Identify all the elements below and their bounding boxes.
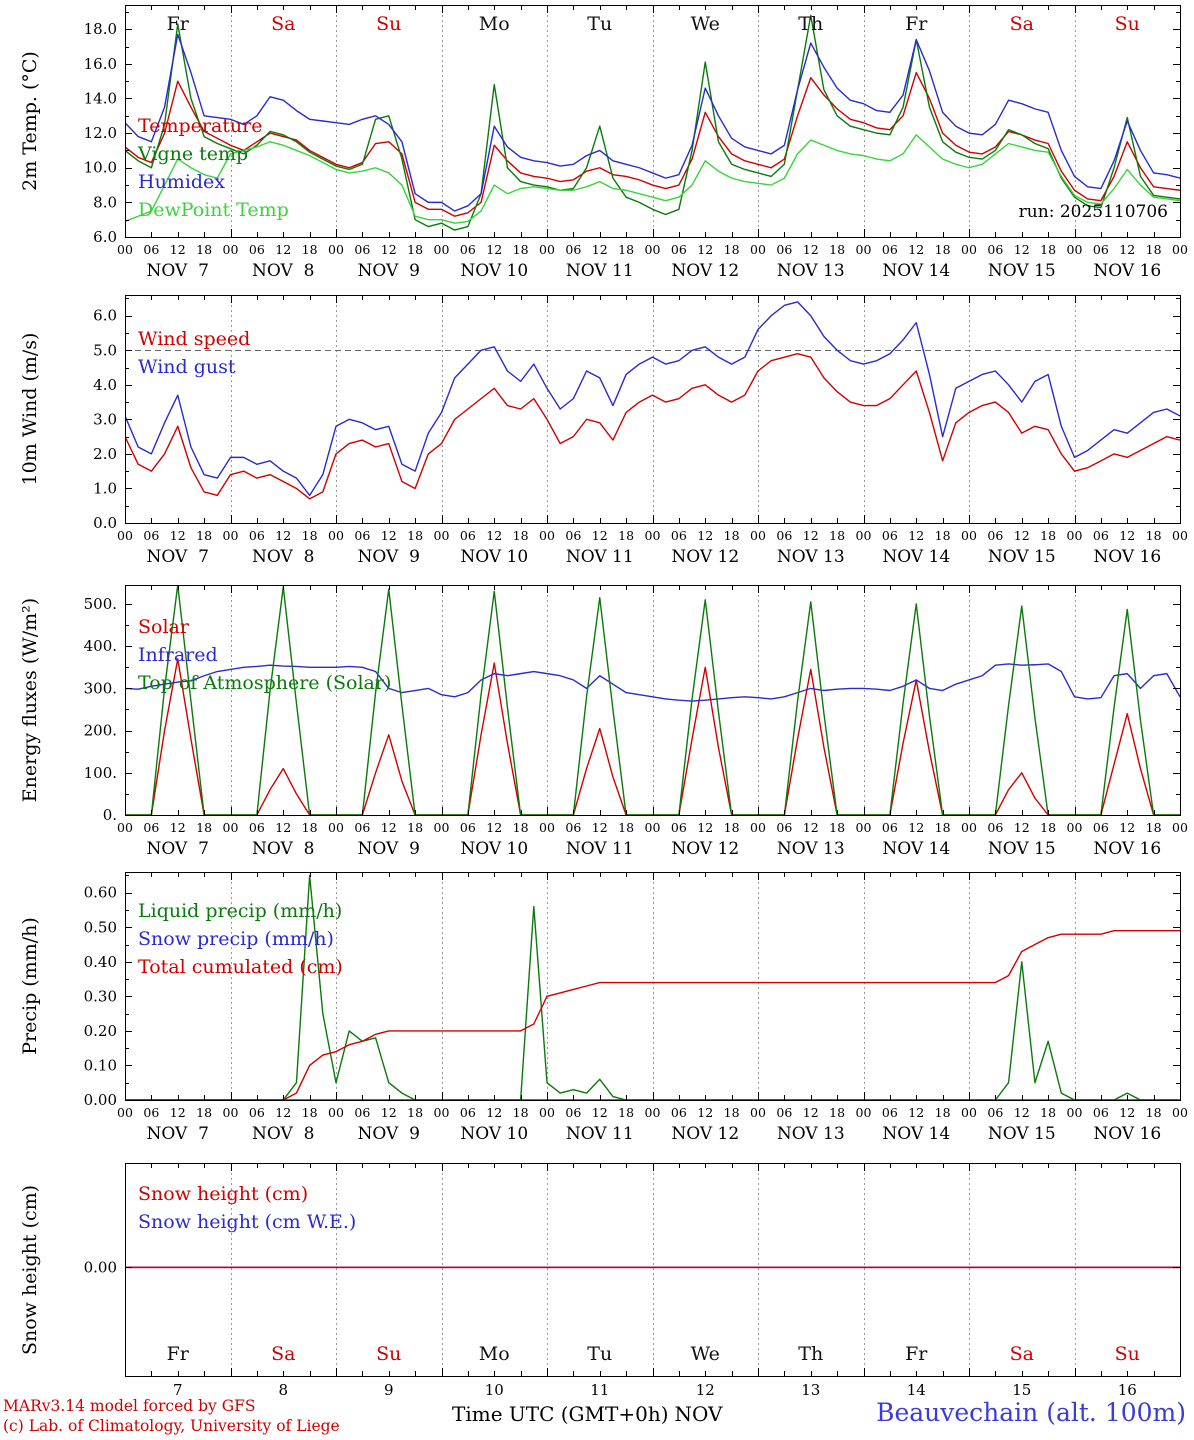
time-axis-caption: Time UTC (GMT+0h) NOV [452, 1402, 723, 1426]
legend-item-snow-precip: Snow precip (mm/h) [138, 928, 334, 950]
legend-item-wind-gust: Wind gust [138, 356, 236, 378]
axis-title-wind: 10m Wind (m/s) [19, 332, 41, 486]
legend-item-temperature: Temperature [138, 115, 263, 137]
legend-item-vigne-temp: Vigne temp [138, 143, 249, 165]
legend-item-snow-height-we: Snow height (cm W.E.) [138, 1211, 357, 1233]
legend-item-liquid-precip: Liquid precip (mm/h) [138, 900, 343, 922]
legend-item-solar: Solar [138, 616, 189, 638]
legend-item-toa-solar: Top of Atmosphere (Solar) [138, 672, 392, 694]
axis-title-snow: Snow height (cm) [19, 1184, 41, 1356]
legend-wind-panel: Wind speed Wind gust [138, 325, 250, 381]
axis-title-temperature: 2m Temp. (°C) [19, 51, 41, 191]
legend-precip-panel: Liquid precip (mm/h) Snow precip (mm/h) … [138, 897, 343, 981]
lab-credit-line: (c) Lab. of Climatology, University of L… [3, 1417, 340, 1435]
legend-snow-panel: Snow height (cm) Snow height (cm W.E.) [138, 1180, 356, 1236]
legend-item-snow-height: Snow height (cm) [138, 1183, 309, 1205]
legend-temperature-panel: Temperature Vigne temp Humidex DewPoint … [138, 112, 289, 224]
run-label: run: 2025110706 [1018, 202, 1168, 222]
legend-item-total-cumulated: Total cumulated (cm) [138, 956, 343, 978]
legend-item-dewpoint: DewPoint Temp [138, 199, 289, 221]
month-label: NOV [674, 1402, 723, 1426]
time-utc-label: Time UTC (GMT+0h) [452, 1402, 669, 1426]
axis-title-energy: Energy fluxes (W/m²) [19, 597, 41, 803]
legend-item-wind-speed: Wind speed [138, 328, 251, 350]
model-credit-line: MARv3.14 model forced by GFS [3, 1397, 256, 1415]
legend-item-infrared: Infrared [138, 644, 218, 666]
axis-title-precip: Precip (mm/h) [19, 917, 41, 1055]
legend-item-humidex: Humidex [138, 171, 226, 193]
legend-energy-panel: Solar Infrared Top of Atmosphere (Solar) [138, 613, 391, 697]
station-name: Beauvechain (alt. 100m) [876, 1398, 1186, 1427]
